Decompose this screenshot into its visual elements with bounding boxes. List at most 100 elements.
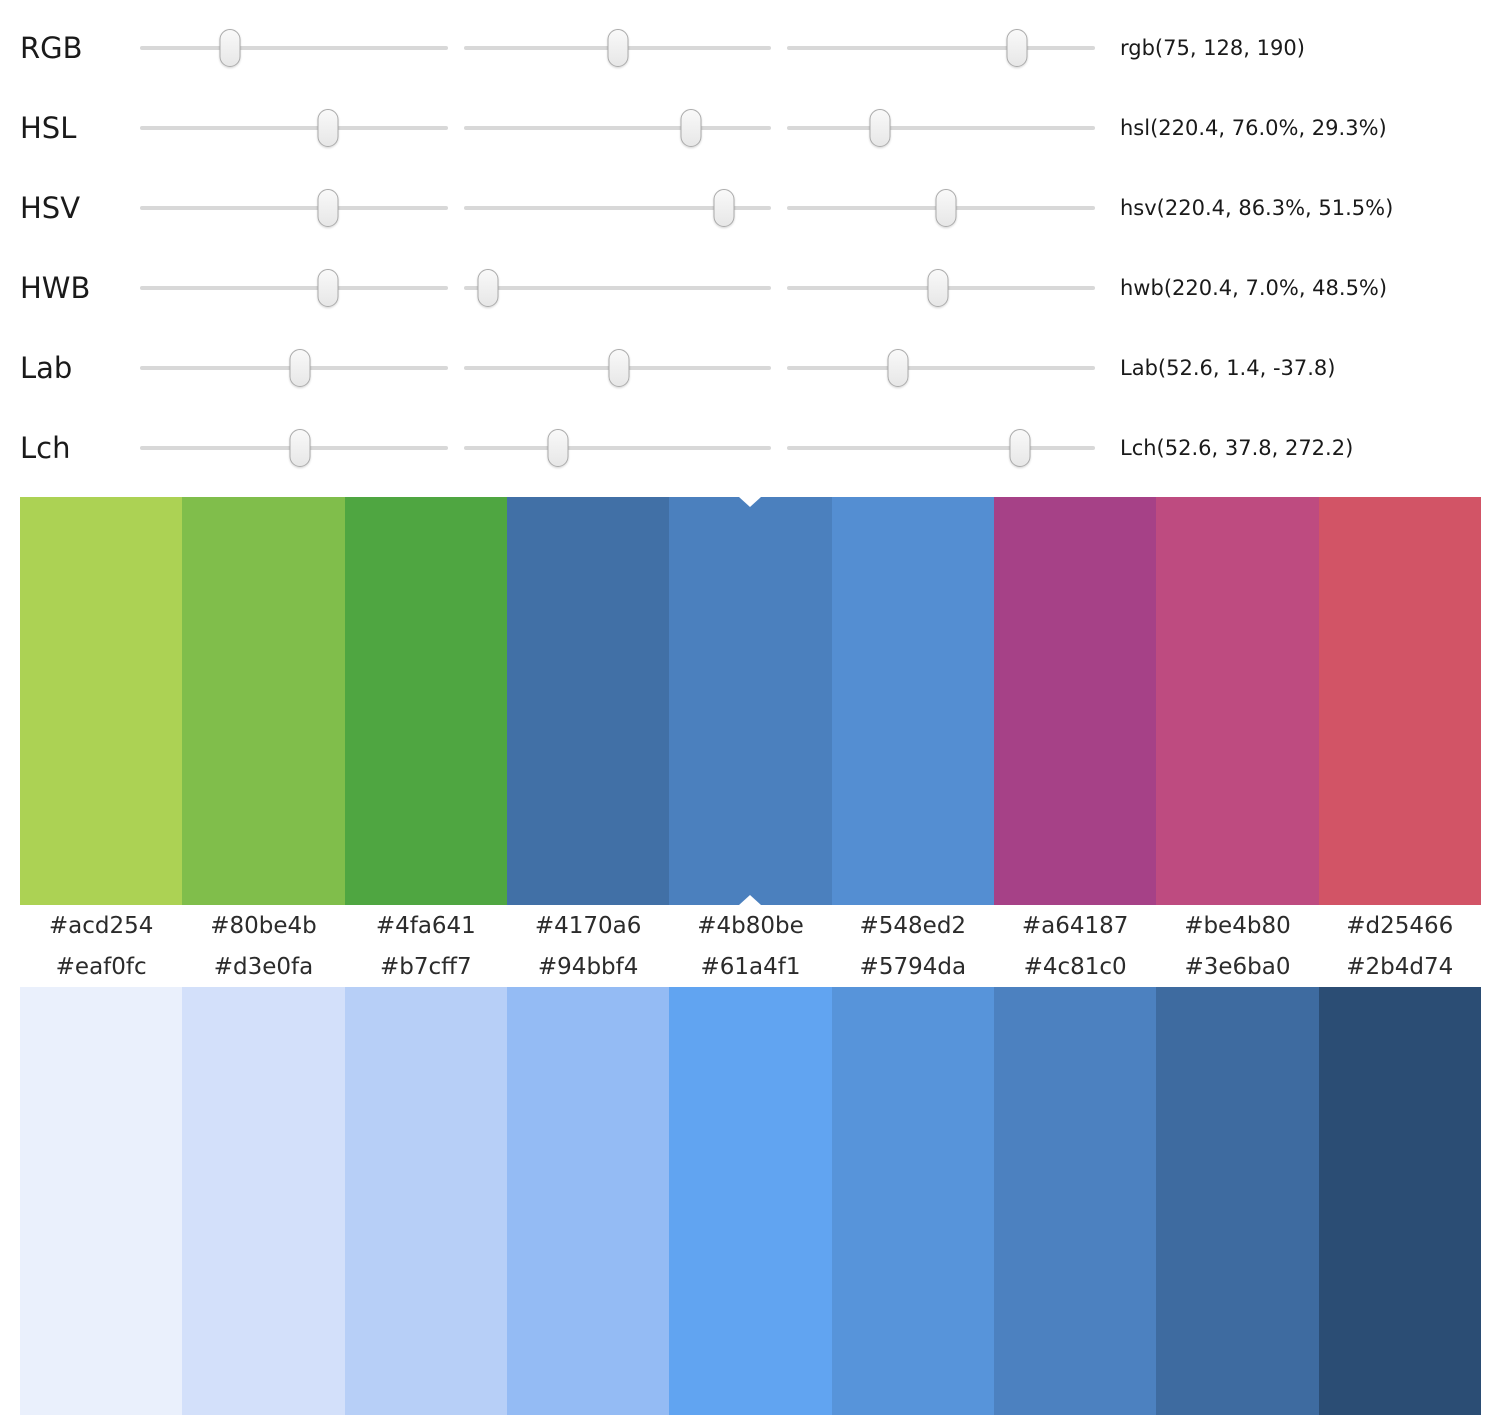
slider-thumb-2[interactable] bbox=[680, 109, 702, 147]
slider-thumb-3[interactable] bbox=[869, 109, 891, 147]
color-swatch[interactable] bbox=[1156, 497, 1319, 905]
slider-track-2[interactable] bbox=[463, 109, 772, 147]
slider-row: RGB rgb(75, 128, 190) bbox=[20, 8, 1481, 88]
slider-thumb-3[interactable] bbox=[935, 189, 957, 227]
color-model-label: Lch bbox=[20, 431, 71, 465]
slider-thumb-2[interactable] bbox=[713, 189, 735, 227]
color-swatch[interactable] bbox=[506, 497, 670, 905]
slider-track-2[interactable] bbox=[463, 29, 772, 67]
swatch-hex-label: #4170a6 bbox=[534, 913, 642, 939]
color-swatch[interactable] bbox=[1318, 497, 1481, 905]
slider-track-group bbox=[140, 269, 1096, 307]
color-model-label: Lab bbox=[20, 351, 73, 385]
slider-thumb-1[interactable] bbox=[317, 189, 339, 227]
swatch-hex-label: #a64187 bbox=[1021, 913, 1129, 939]
slider-track-1[interactable] bbox=[140, 349, 448, 387]
color-model-label: HWB bbox=[20, 271, 91, 305]
slider-track-group bbox=[140, 109, 1096, 147]
slider-thumb-1[interactable] bbox=[289, 429, 311, 467]
color-swatch[interactable] bbox=[20, 497, 183, 905]
slider-thumb-3[interactable] bbox=[887, 349, 909, 387]
swatch-hex-label: #80be4b bbox=[210, 913, 317, 939]
slider-track-2[interactable] bbox=[463, 189, 772, 227]
swatch-hex-label: #4b80be bbox=[697, 913, 804, 939]
swatch-hex-label: #acd254 bbox=[48, 913, 154, 939]
slider-track-group bbox=[140, 429, 1096, 467]
swatch-hex-label: #5794da bbox=[859, 954, 967, 980]
slider-track-1[interactable] bbox=[140, 429, 448, 467]
swatch-hex-label: #3e6ba0 bbox=[1184, 954, 1291, 980]
slider-row: Lch Lch(52.6, 37.8, 272.2) bbox=[20, 408, 1481, 488]
color-swatch[interactable] bbox=[20, 987, 183, 1415]
color-value-text: hsv(220.4, 86.3%, 51.5%) bbox=[1120, 196, 1394, 220]
palette-band bbox=[20, 497, 1481, 905]
swatch-hex-label: #4fa641 bbox=[375, 913, 476, 939]
color-swatch[interactable] bbox=[831, 987, 994, 1415]
swatch-hex-label: #61a4f1 bbox=[700, 954, 801, 980]
color-value-text: hsl(220.4, 76.0%, 29.3%) bbox=[1120, 116, 1387, 140]
slider-row: HWB hwb(220.4, 7.0%, 48.5%) bbox=[20, 248, 1481, 328]
slider-thumb-2[interactable] bbox=[477, 269, 499, 307]
slider-track-1[interactable] bbox=[140, 29, 448, 67]
slider-row: HSL hsl(220.4, 76.0%, 29.3%) bbox=[20, 88, 1481, 168]
swatch-hex-label: #94bbf4 bbox=[537, 954, 639, 980]
color-value-text: Lch(52.6, 37.8, 272.2) bbox=[1120, 436, 1354, 460]
slider-thumb-1[interactable] bbox=[317, 269, 339, 307]
scale-hex-labels: #eaf0fc #d3e0fa #b7cff7 #94bbf4 #61a4f1 #5794… bbox=[20, 946, 1481, 987]
color-swatch[interactable] bbox=[506, 987, 670, 1415]
slider-track-group bbox=[140, 29, 1096, 67]
slider-row: HSV hsv(220.4, 86.3%, 51.5%) bbox=[20, 168, 1481, 248]
slider-panel: RGB rgb(75, 128, 190) HSL bbox=[0, 0, 1501, 488]
slider-track-group bbox=[140, 189, 1096, 227]
color-swatch[interactable] bbox=[344, 497, 507, 905]
scale-band bbox=[20, 987, 1481, 1415]
color-model-label: HSV bbox=[20, 191, 81, 225]
color-swatch[interactable] bbox=[182, 497, 345, 905]
selected-swatch-marker-top-icon bbox=[739, 497, 762, 507]
slider-track-3[interactable] bbox=[787, 269, 1096, 307]
slider-thumb-3[interactable] bbox=[1006, 29, 1028, 67]
swatch-hex-label: #4c81c0 bbox=[1023, 954, 1127, 980]
swatch-hex-label: #2b4d74 bbox=[1346, 954, 1454, 980]
swatch-hex-label: #eaf0fc bbox=[55, 954, 147, 980]
slider-thumb-3[interactable] bbox=[927, 269, 949, 307]
color-swatch[interactable] bbox=[1318, 987, 1481, 1415]
slider-track-3[interactable] bbox=[787, 429, 1096, 467]
swatch-hex-label: #548ed2 bbox=[859, 913, 967, 939]
slider-thumb-2[interactable] bbox=[608, 349, 630, 387]
slider-track-2[interactable] bbox=[463, 349, 772, 387]
color-model-label: RGB bbox=[20, 31, 83, 65]
slider-row: Lab Lab(52.6, 1.4, -37.8) bbox=[20, 328, 1481, 408]
color-swatch[interactable] bbox=[993, 987, 1157, 1415]
color-value-text: hwb(220.4, 7.0%, 48.5%) bbox=[1120, 276, 1388, 300]
swatch-hex-label: #d25466 bbox=[1346, 913, 1454, 939]
color-swatch[interactable] bbox=[1156, 987, 1319, 1415]
slider-thumb-2[interactable] bbox=[607, 29, 629, 67]
slider-track-2[interactable] bbox=[463, 269, 772, 307]
slider-track-3[interactable] bbox=[787, 189, 1096, 227]
color-swatch[interactable] bbox=[831, 497, 994, 905]
slider-thumb-1[interactable] bbox=[317, 109, 339, 147]
slider-track-group bbox=[140, 349, 1096, 387]
color-swatch[interactable] bbox=[344, 987, 507, 1415]
slider-thumb-2[interactable] bbox=[547, 429, 568, 467]
color-swatch[interactable] bbox=[993, 497, 1157, 905]
slider-track-2[interactable] bbox=[463, 429, 772, 467]
color-swatch[interactable] bbox=[669, 987, 832, 1415]
palette-hex-labels: #acd254 #80be4b #4fa641 #4170a6 #4b80be #548e… bbox=[20, 905, 1481, 946]
slider-track-3[interactable] bbox=[787, 29, 1096, 67]
slider-thumb-3[interactable] bbox=[1009, 429, 1031, 467]
slider-thumb-1[interactable] bbox=[219, 29, 241, 67]
color-swatch[interactable] bbox=[669, 497, 832, 905]
slider-track-3[interactable] bbox=[787, 349, 1096, 387]
color-model-label: HSL bbox=[20, 111, 77, 145]
color-swatch[interactable] bbox=[182, 987, 345, 1415]
slider-track-1[interactable] bbox=[140, 189, 448, 227]
color-value-text: rgb(75, 128, 190) bbox=[1120, 36, 1305, 60]
slider-track-3[interactable] bbox=[787, 109, 1096, 147]
swatch-hex-label: #d3e0fa bbox=[213, 954, 314, 980]
color-value-text: Lab(52.6, 1.4, -37.8) bbox=[1120, 356, 1336, 380]
slider-thumb-1[interactable] bbox=[289, 349, 311, 387]
slider-track-1[interactable] bbox=[140, 109, 448, 147]
slider-track-1[interactable] bbox=[140, 269, 448, 307]
